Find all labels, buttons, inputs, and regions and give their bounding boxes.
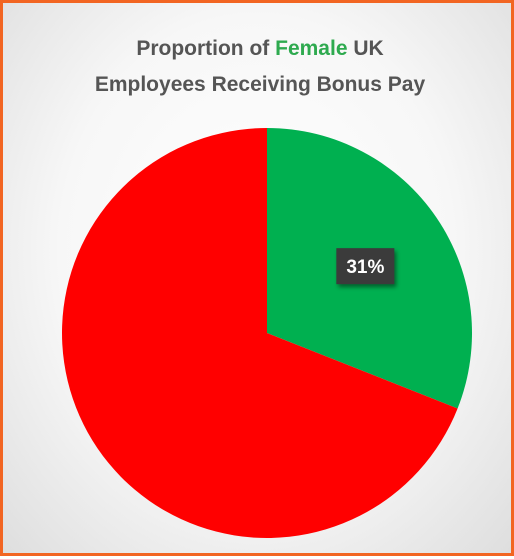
title-prefix: Proportion of <box>136 37 276 60</box>
pie-chart: 31% <box>62 128 472 539</box>
data-label-text: 31% <box>346 257 384 278</box>
pie-slice-1 <box>62 128 458 539</box>
data-label-box <box>336 248 395 285</box>
title-suffix: UK <box>347 37 384 60</box>
data-label-0: 31% <box>336 248 395 285</box>
title-line-2: Employees Receiving Bonus Pay <box>94 73 426 96</box>
title-highlight: Female <box>275 37 348 60</box>
chart-title: Proportion of Female UK Employees Receiv… <box>3 31 514 103</box>
